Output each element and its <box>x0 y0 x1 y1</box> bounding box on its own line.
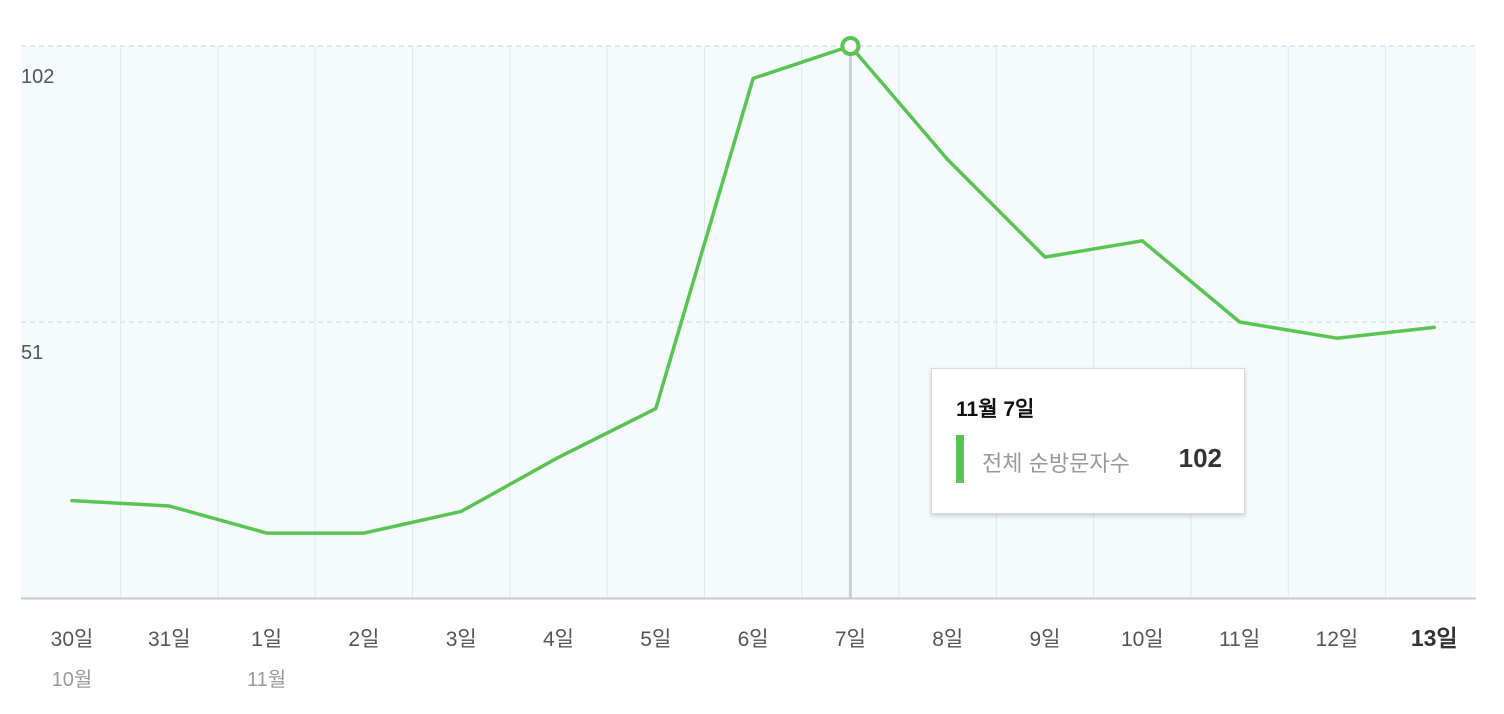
tooltip-series-label: 전체 순방문자수 <box>982 451 1130 476</box>
x-tick-label: 12일 <box>1316 628 1359 651</box>
x-tick-label: 11일 <box>1219 628 1260 651</box>
x-tick-label: 30일 <box>51 628 94 651</box>
chart-tooltip: 11월 7일 전체 순방문자수 102 <box>931 368 1245 514</box>
x-tick-label: 8일 <box>932 628 963 651</box>
x-month-label: 10월 <box>52 668 93 691</box>
highlighted-data-point <box>840 36 861 56</box>
x-tick-label: 6일 <box>738 628 769 651</box>
x-month-label: 11월 <box>247 668 286 691</box>
x-tick-label: 9일 <box>1030 628 1061 651</box>
x-tick-label: 7일 <box>835 628 866 651</box>
x-tick-label: 31일 <box>148 628 191 651</box>
x-tick-label: 1일 <box>251 628 282 651</box>
tooltip-date: 11월 7일 <box>956 398 1035 421</box>
y-tick-label: 102 <box>21 66 54 88</box>
tooltip-value: 102 <box>1178 443 1222 473</box>
series-line <box>70 44 1436 535</box>
x-tick-label: 4일 <box>543 628 574 651</box>
y-tick-label: 51 <box>21 342 43 364</box>
x-tick-label: 13일 <box>1411 625 1458 651</box>
x-tick-label: 5일 <box>640 628 671 651</box>
tooltip-series-swatch <box>956 435 964 483</box>
x-tick-label: 10일 <box>1121 628 1164 651</box>
x-tick-label: 3일 <box>446 628 477 651</box>
x-tick-label: 2일 <box>348 628 379 651</box>
